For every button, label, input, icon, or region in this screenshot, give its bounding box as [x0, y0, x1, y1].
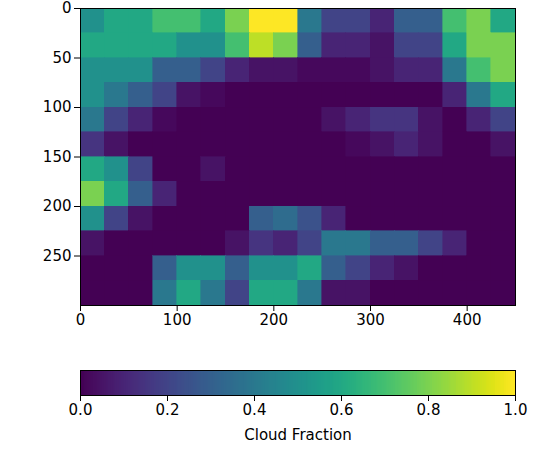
svg-text:0.2: 0.2	[156, 401, 180, 419]
svg-text:1.0: 1.0	[504, 401, 528, 419]
svg-text:0.4: 0.4	[243, 401, 267, 419]
svg-text:250: 250	[43, 247, 72, 265]
svg-text:0: 0	[62, 0, 72, 17]
svg-text:100: 100	[163, 311, 192, 329]
svg-text:0: 0	[76, 311, 86, 329]
svg-text:0.0: 0.0	[69, 401, 93, 419]
svg-text:200: 200	[43, 197, 72, 215]
svg-text:0.8: 0.8	[417, 401, 441, 419]
svg-text:100: 100	[43, 98, 72, 116]
svg-text:300: 300	[356, 311, 385, 329]
svg-text:150: 150	[43, 148, 72, 166]
svg-text:400: 400	[453, 311, 482, 329]
svg-text:Cloud Fraction: Cloud Fraction	[244, 426, 352, 444]
svg-text:0.6: 0.6	[330, 401, 354, 419]
svg-text:50: 50	[52, 49, 71, 67]
svg-text:200: 200	[260, 311, 289, 329]
